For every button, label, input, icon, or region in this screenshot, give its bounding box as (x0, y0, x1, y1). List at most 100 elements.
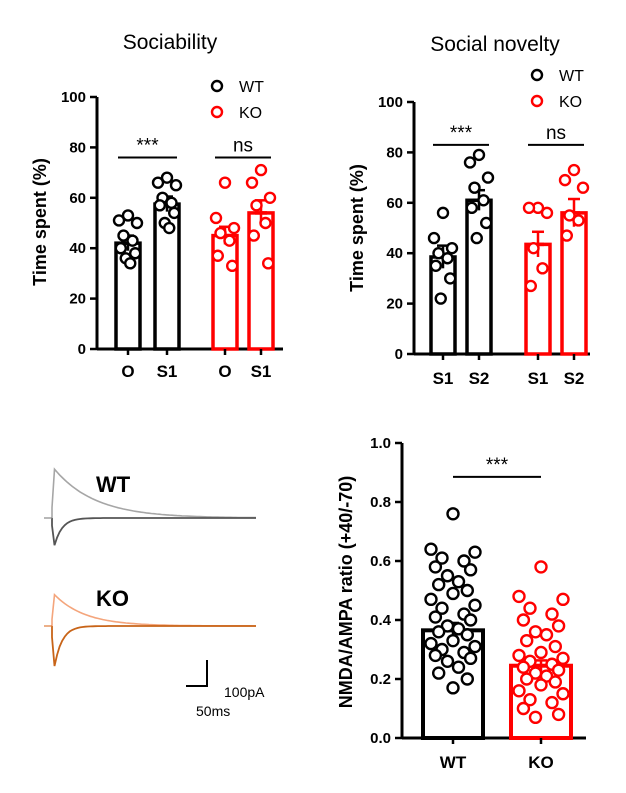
novelty-title: Social novelty (430, 33, 560, 56)
nmda-data-point (435, 551, 449, 565)
nmda-data-point (512, 684, 526, 698)
sociability-data-point (121, 209, 135, 222)
scale-bar (186, 660, 208, 687)
nmda-data-point (528, 710, 543, 725)
nmda-data-point (523, 601, 537, 615)
nmda-data-point (556, 687, 570, 701)
sociability-legend-marker (210, 79, 224, 93)
sociability-data-point (214, 226, 227, 240)
sociability-data-point (227, 221, 241, 235)
nmda-data-point (424, 542, 438, 556)
sociability-data-point (169, 178, 183, 192)
nmda-data-point (551, 663, 566, 677)
nmda-data-point (523, 692, 537, 707)
novelty-data-point (472, 148, 486, 162)
ko-trace-minus70 (51, 625, 256, 667)
ko-trace-plus40 (51, 592, 256, 627)
nmda-data-point (440, 569, 455, 583)
sociability-y-tick-label: 40 (69, 240, 86, 257)
novelty-data-point (470, 231, 483, 245)
nmda-data-point (516, 660, 531, 674)
novelty-data-point (560, 229, 573, 242)
sociability-data-point (263, 191, 277, 205)
nmda-data-point (556, 651, 570, 666)
sociability-data-point (163, 221, 176, 235)
nmda-data-point (463, 613, 478, 627)
novelty-data-point (468, 181, 481, 194)
novelty-legend-marker (530, 94, 544, 108)
nmda-data-point (451, 622, 466, 636)
sociability-data-point (262, 257, 275, 270)
sociability-data-point (211, 249, 225, 262)
nmda-data-point (463, 651, 478, 666)
novelty-y-tick-label: 40 (386, 245, 403, 262)
nmda-data-point (460, 583, 474, 598)
novelty-data-point (481, 171, 495, 184)
novelty-legend-label: KO (559, 94, 582, 111)
sociability-data-point (250, 199, 263, 212)
nmda-data-point (528, 625, 543, 639)
sociability-y-tick-label: 80 (69, 139, 86, 156)
sociability-data-point (112, 214, 126, 227)
nmda-ampa-ratio-chart: NMDA/AMPA ratio (+40/-70) 0.0 0.2 0.4 0.6 0.… (336, 435, 586, 772)
sociability-legend-label: WT (239, 79, 264, 96)
sociability-legend-marker (210, 105, 224, 119)
nmda-data-point (551, 707, 566, 722)
nmda-y-tick-label: 0.6 (370, 553, 391, 570)
nmda-data-point (451, 574, 466, 589)
nmda-data-point (520, 672, 534, 686)
novelty-category-label: S2 (469, 369, 490, 388)
novelty-legend-label: WT (559, 68, 584, 85)
sociability-y-axis-label: Time spent (%) (30, 158, 50, 286)
novelty-data-point (480, 216, 493, 230)
sociability-data-point (114, 241, 128, 255)
novelty-data-point (434, 292, 447, 305)
nmda-data-point (440, 654, 455, 668)
nmda-data-point (460, 628, 474, 642)
nmda-data-point (446, 633, 460, 648)
sociability-data-point (128, 247, 142, 260)
sociability-y-tick-label: 60 (69, 190, 86, 207)
nmda-data-point (432, 577, 446, 592)
novelty-data-point (445, 241, 459, 255)
nmda-data-point (463, 563, 478, 577)
nmda-category-label: WT (440, 753, 467, 772)
nmda-y-tick-label: 0.2 (370, 671, 391, 688)
sociability-data-point (209, 211, 223, 225)
novelty-y-axis-label: Time spent (%) (347, 164, 367, 292)
nmda-data-point (432, 666, 446, 680)
novelty-data-point (572, 214, 585, 227)
sociability-data-point (126, 234, 139, 247)
nmda-data-point (545, 695, 559, 710)
wt-trace-minus70 (51, 517, 256, 546)
nmda-data-point (451, 660, 466, 674)
sociability-data-point (165, 196, 178, 210)
nmda-y-axis-label: NMDA/AMPA ratio (+40/-70) (336, 476, 356, 709)
novelty-data-point (540, 206, 554, 220)
nmda-data-point (520, 633, 534, 648)
sociability-data-point (259, 216, 272, 230)
scale-bar-current-label: 100pA (224, 684, 265, 700)
novelty-legend-marker (530, 68, 544, 82)
sociability-data-point (153, 199, 167, 212)
nmda-data-point (534, 645, 548, 660)
nmda-data-point (545, 607, 559, 621)
nmda-data-point (516, 701, 531, 716)
novelty-category-label: S1 (433, 369, 454, 388)
novelty-data-point (463, 156, 477, 169)
sociability-data-point (245, 176, 259, 189)
sociability-significance-label: *** (136, 135, 159, 156)
novelty-y-tick-label: 60 (386, 195, 403, 212)
novelty-data-point (477, 194, 490, 207)
novelty-data-point (429, 259, 442, 272)
nmda-data-point (512, 589, 526, 604)
sociability-significance-label: ns (233, 135, 253, 156)
nmda-data-point (457, 554, 471, 568)
novelty-category-label: S2 (564, 369, 585, 388)
ko-trace-label: KO (96, 586, 129, 611)
nmda-data-point (435, 601, 449, 615)
wt-trace-label: WT (96, 472, 131, 497)
sociability-data-point (167, 206, 181, 220)
sociability-data-point (218, 176, 232, 189)
novelty-data-point (563, 209, 576, 222)
